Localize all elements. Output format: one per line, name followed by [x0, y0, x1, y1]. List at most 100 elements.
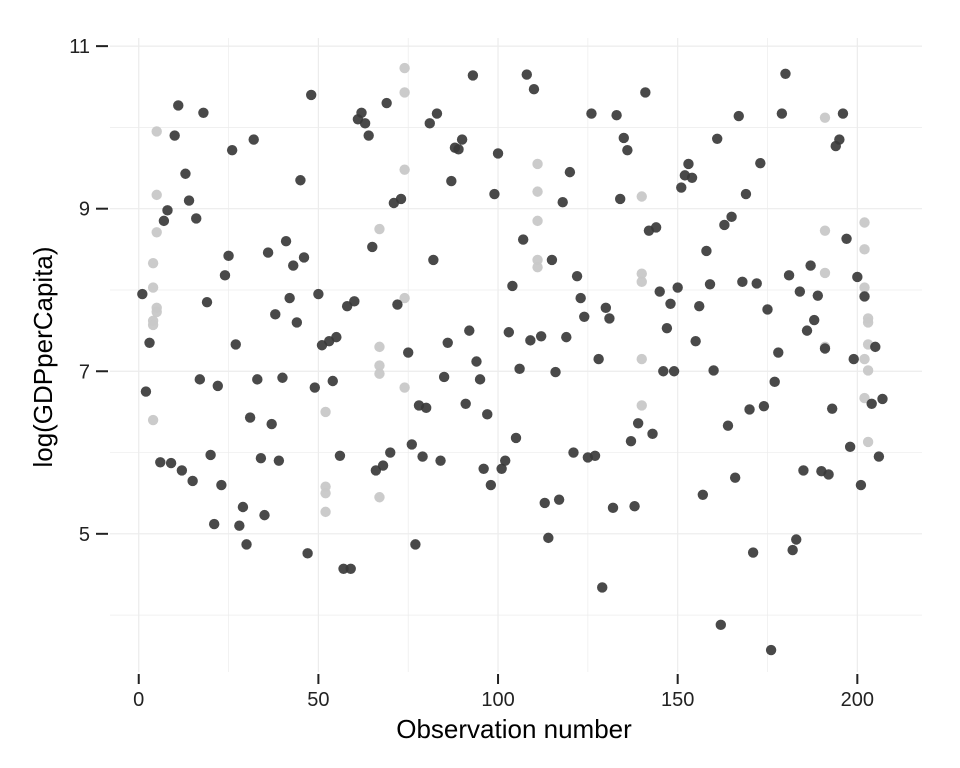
x-axis-title: Observation number	[396, 714, 632, 744]
dark-data-point	[769, 376, 780, 388]
dark-data-point	[579, 311, 590, 322]
dark-data-point	[349, 296, 360, 307]
dark-data-point	[496, 463, 507, 474]
dark-data-point	[632, 418, 644, 429]
light-data-point	[859, 217, 870, 228]
dark-data-point	[244, 412, 256, 423]
dark-data-point	[237, 501, 249, 513]
light-data-point	[819, 225, 831, 236]
light-data-point	[532, 186, 543, 197]
dark-data-point	[165, 457, 177, 469]
dark-data-point	[597, 582, 608, 593]
dark-data-point	[683, 158, 694, 170]
dark-data-point	[629, 500, 640, 512]
dark-data-point	[500, 455, 511, 466]
dark-data-point	[381, 97, 392, 109]
dark-data-point	[798, 465, 809, 476]
dark-data-point	[859, 291, 870, 302]
dark-data-point	[327, 375, 338, 387]
dark-data-point	[780, 68, 791, 79]
dark-data-point	[701, 245, 712, 257]
dark-data-point	[331, 331, 342, 343]
dark-data-point	[650, 222, 662, 233]
dark-data-point	[550, 366, 561, 378]
y-tick-label: 11	[69, 36, 90, 58]
dark-data-point	[593, 353, 604, 365]
dark-data-point	[607, 502, 619, 514]
dark-data-point	[259, 509, 270, 521]
y-axis: 5 7 9 11	[69, 36, 108, 546]
dark-data-point	[173, 100, 184, 111]
dark-data-point	[223, 250, 234, 262]
dark-data-point	[837, 108, 849, 119]
light-data-point	[320, 487, 331, 499]
light-data-point	[147, 319, 159, 331]
dark-data-point	[704, 279, 716, 290]
dark-data-point	[363, 130, 374, 141]
dark-data-point	[503, 327, 515, 338]
light-data-point	[147, 282, 159, 293]
dark-data-point	[471, 356, 482, 367]
dark-data-point	[733, 110, 744, 122]
dark-data-point	[686, 172, 698, 184]
dark-data-point	[183, 195, 195, 206]
dark-data-point	[234, 520, 245, 531]
dark-data-point	[208, 518, 220, 530]
dark-data-point	[568, 447, 579, 458]
light-data-point	[859, 244, 870, 255]
dark-data-point	[288, 260, 299, 271]
dark-data-point	[586, 108, 597, 119]
dark-data-point	[377, 460, 389, 471]
dark-data-point	[169, 130, 180, 141]
light-data-point	[636, 400, 647, 411]
dark-data-point	[410, 539, 421, 550]
light-data-point	[399, 164, 410, 175]
dark-data-point	[676, 182, 687, 193]
dark-data-point	[298, 252, 310, 263]
light-data-point	[819, 267, 831, 279]
dark-data-point	[729, 472, 741, 483]
dark-data-point	[762, 304, 773, 315]
light-data-point	[374, 360, 385, 371]
dark-data-point	[438, 371, 450, 383]
dark-data-point	[262, 247, 274, 258]
dark-data-point	[395, 193, 407, 205]
dark-data-point	[514, 363, 525, 375]
dark-data-point	[492, 148, 504, 159]
dark-data-point	[647, 428, 658, 440]
dark-data-point	[302, 548, 313, 559]
light-data-point	[399, 292, 410, 304]
dark-data-point	[737, 276, 748, 288]
dark-data-point	[539, 497, 550, 509]
dark-data-point	[611, 110, 622, 121]
dark-data-point	[694, 301, 705, 312]
dark-data-point	[870, 341, 881, 353]
light-data-point	[374, 223, 385, 235]
y-tick-label: 7	[79, 361, 90, 383]
dark-data-point	[640, 87, 651, 98]
dark-data-point	[773, 347, 784, 358]
dark-data-point	[791, 534, 802, 545]
dark-data-point	[270, 309, 281, 320]
dark-data-point	[823, 469, 834, 480]
light-data-point	[862, 436, 874, 448]
dark-points-group	[137, 68, 888, 656]
dark-data-point	[783, 270, 795, 281]
dark-data-point	[751, 278, 762, 289]
dark-data-point	[144, 337, 155, 349]
light-data-point	[859, 392, 870, 404]
light-data-point	[859, 282, 870, 293]
dark-data-point	[295, 175, 306, 186]
light-data-point	[636, 268, 647, 279]
dark-data-point	[740, 188, 752, 200]
dark-data-point	[654, 286, 665, 297]
dark-data-point	[456, 134, 468, 145]
light-points-group	[147, 62, 874, 518]
dark-data-point	[306, 89, 317, 101]
dark-data-point	[755, 157, 766, 169]
dark-data-point	[420, 402, 432, 414]
dark-data-point	[406, 439, 418, 450]
dark-data-point	[535, 331, 547, 342]
dark-data-point	[575, 292, 586, 304]
light-data-point	[374, 368, 385, 379]
